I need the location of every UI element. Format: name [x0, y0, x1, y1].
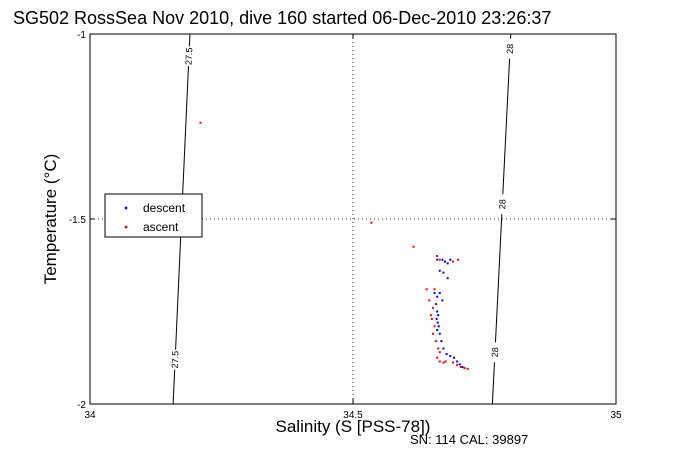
- data-point-ascent: [451, 260, 454, 263]
- data-point-descent: [449, 258, 452, 261]
- contour-label: 28: [497, 199, 507, 210]
- data-point-ascent: [436, 356, 439, 359]
- data-point-descent: [441, 299, 444, 302]
- x-tick-label: 34: [84, 410, 96, 421]
- data-point-ascent: [438, 360, 441, 363]
- data-point-descent: [436, 329, 439, 331]
- data-point-descent: [436, 310, 439, 313]
- data-point-descent: [436, 258, 439, 261]
- data-point-descent: [452, 356, 455, 359]
- data-point-descent: [449, 354, 452, 357]
- data-point-ascent: [456, 364, 459, 367]
- data-point-descent: [445, 353, 448, 356]
- x-axis-title: Salinity (S [PSS-78]): [276, 417, 431, 436]
- data-point-descent: [442, 347, 445, 350]
- data-point-ascent: [431, 306, 434, 309]
- data-point-ascent: [444, 360, 447, 363]
- data-point-ascent: [425, 288, 428, 291]
- data-point-descent: [441, 258, 444, 261]
- y-tick-label: -1: [77, 30, 86, 41]
- data-point-descent: [446, 277, 449, 280]
- data-point-ascent: [199, 121, 202, 124]
- contour-label-bg: [489, 341, 501, 363]
- data-point-descent: [435, 317, 438, 320]
- data-point-descent: [436, 321, 439, 324]
- data-point-ascent: [463, 367, 466, 370]
- axis-ticks: 34 34.5 35 -2 -1.5 -1: [69, 30, 622, 421]
- chart-title: SG502 RossSea Nov 2010, dive 160 started…: [13, 8, 551, 28]
- data-point-ascent: [370, 221, 373, 224]
- contour-label-bg: [504, 38, 516, 60]
- legend-label-descent: descent: [143, 201, 186, 215]
- legend-label-ascent: ascent: [143, 220, 179, 234]
- gridlines: [90, 34, 616, 404]
- data-point-descent: [438, 269, 441, 272]
- contour-label-bg: [496, 193, 508, 215]
- data-point-descent: [458, 363, 461, 366]
- y-tick-label: -2: [77, 400, 86, 411]
- data-point-ascent: [459, 366, 462, 368]
- data-point-descent: [435, 303, 438, 306]
- legend-marker-descent: [124, 206, 128, 210]
- contour-label: 27.5: [184, 47, 195, 65]
- data-point-descent: [442, 271, 445, 274]
- data-point-descent: [433, 292, 436, 294]
- data-point-descent: [438, 332, 441, 335]
- data-point-descent: [438, 292, 441, 294]
- data-point-descent: [461, 366, 464, 368]
- contour-label: 28: [490, 347, 500, 358]
- data-point-ascent: [428, 299, 431, 302]
- data-point-descent: [437, 325, 440, 328]
- legend: descent ascent: [104, 193, 203, 238]
- data-point-ascent: [457, 258, 460, 261]
- data-point-ascent: [442, 361, 445, 364]
- contour-label: 28: [505, 44, 515, 55]
- x-tick-label: 35: [610, 410, 622, 421]
- legend-marker-ascent: [124, 225, 128, 229]
- serial-calibration-info: SN: 114 CAL: 39897: [410, 432, 528, 447]
- data-point-ascent: [438, 258, 441, 261]
- data-point-ascent: [430, 317, 433, 320]
- data-point-ascent: [433, 325, 436, 328]
- data-point-ascent: [429, 314, 432, 317]
- data-point-ascent: [412, 245, 415, 248]
- data-point-ascent: [436, 255, 439, 257]
- data-point-descent: [440, 340, 443, 343]
- legend-box: [104, 193, 203, 238]
- data-point-ascent: [433, 288, 436, 291]
- data-point-descent: [436, 295, 439, 298]
- data-points: [199, 121, 469, 370]
- y-tick-label: -1.5: [69, 215, 87, 226]
- data-point-ascent: [437, 347, 440, 350]
- contour-label-bg: [169, 349, 181, 370]
- data-point-ascent: [438, 351, 441, 354]
- data-point-ascent: [431, 332, 434, 335]
- contour-label: 27.5: [170, 351, 181, 369]
- data-point-ascent: [435, 340, 438, 343]
- data-point-descent: [444, 260, 447, 263]
- data-point-descent: [437, 314, 440, 317]
- data-point-descent: [456, 360, 459, 363]
- data-point-ascent: [466, 367, 469, 370]
- contour-label-bg: [183, 45, 195, 67]
- data-point-ascent: [451, 361, 454, 364]
- data-point-descent: [446, 262, 449, 265]
- y-axis-title: Temperature (°C): [41, 154, 60, 285]
- x-tick-label: 34.5: [343, 410, 363, 421]
